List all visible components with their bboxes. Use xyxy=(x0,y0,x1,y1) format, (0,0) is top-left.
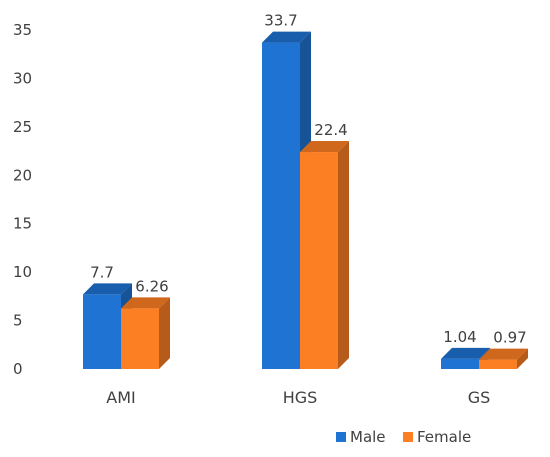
legend-swatch xyxy=(336,432,346,442)
bar-top xyxy=(262,31,311,43)
bar-hgs-female xyxy=(300,141,349,369)
y-tick-label: 15 xyxy=(13,215,32,233)
data-label: 1.04 xyxy=(443,328,476,346)
data-label: 33.7 xyxy=(264,12,297,30)
x-tick-label: HGS xyxy=(283,388,318,407)
x-tick-label: GS xyxy=(468,388,491,407)
data-label: 7.7 xyxy=(90,263,114,281)
y-tick-label: 10 xyxy=(13,263,32,281)
bar-side xyxy=(338,141,349,369)
bar-series xyxy=(83,31,528,369)
bar-top xyxy=(83,283,132,295)
data-label: 6.26 xyxy=(135,277,168,295)
bar-top xyxy=(479,348,528,360)
bar-side xyxy=(517,348,528,369)
bar-side xyxy=(159,297,170,369)
y-tick-label: 20 xyxy=(13,166,32,184)
bar-front xyxy=(479,359,517,369)
legend: Male Female xyxy=(336,428,471,446)
data-label: 22.4 xyxy=(314,121,347,139)
legend-item-female: Female xyxy=(403,428,471,446)
bar-top xyxy=(441,347,490,359)
y-tick-label: 5 xyxy=(13,312,23,330)
y-tick-label: 0 xyxy=(13,360,23,378)
bar-front xyxy=(83,294,121,369)
y-tick-label: 35 xyxy=(13,21,32,39)
data-labels: 7.7 6.26 33.7 22.4 1.04 0.97 xyxy=(90,12,527,347)
x-axis: AMI HGS GS xyxy=(106,388,490,407)
bar-top xyxy=(300,141,349,153)
bar-front xyxy=(121,308,159,369)
bar-top xyxy=(121,297,170,309)
x-tick-label: AMI xyxy=(106,388,135,407)
y-axis: 0 5 10 15 20 25 30 35 xyxy=(13,21,32,378)
legend-label: Female xyxy=(417,428,471,446)
data-label: 0.97 xyxy=(493,329,526,347)
bar-front xyxy=(441,358,479,369)
bar-front xyxy=(300,152,338,369)
legend-item-male: Male xyxy=(336,428,386,446)
bar-ami-female xyxy=(121,297,170,369)
bar-front xyxy=(262,42,300,369)
bar-gs-female xyxy=(479,348,528,369)
legend-swatch xyxy=(403,432,413,442)
legend-label: Male xyxy=(350,428,386,446)
y-tick-label: 25 xyxy=(13,118,32,136)
y-tick-label: 30 xyxy=(13,69,32,87)
